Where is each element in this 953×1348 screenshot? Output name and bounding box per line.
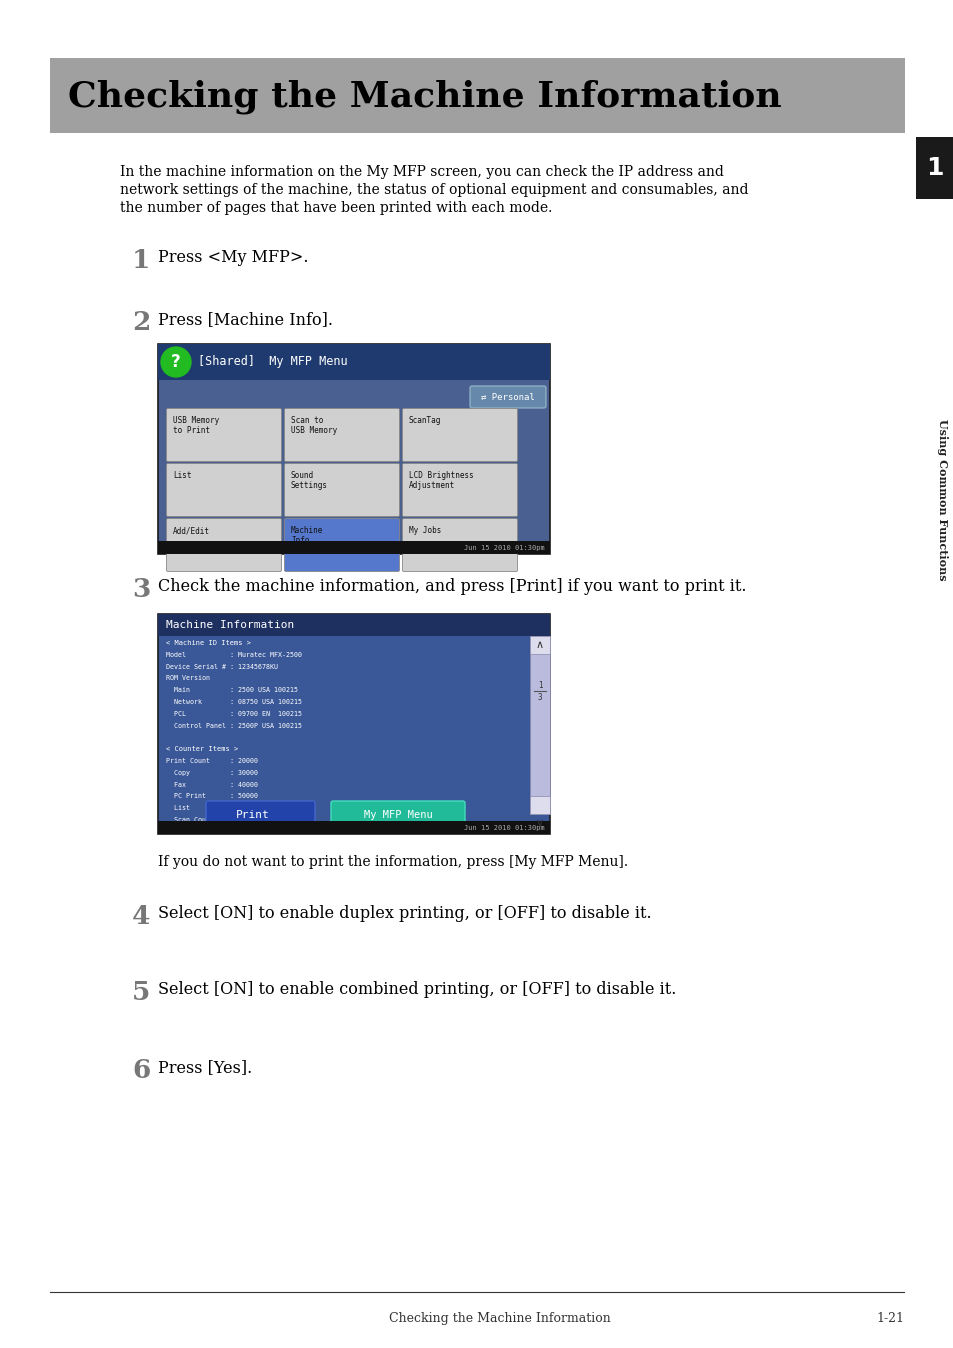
Text: Checking the Machine Information: Checking the Machine Information	[389, 1312, 610, 1325]
FancyBboxPatch shape	[402, 464, 517, 516]
Text: Print Count     : 20000: Print Count : 20000	[166, 758, 257, 764]
Text: 2: 2	[132, 310, 151, 336]
Bar	[158, 821, 550, 834]
Text: ⇄ Personal: ⇄ Personal	[480, 392, 535, 402]
Text: Main          : 2500 USA 100215: Main : 2500 USA 100215	[166, 687, 297, 693]
Text: List          : 60000: List : 60000	[166, 805, 257, 811]
Text: Using Common Functions: Using Common Functions	[937, 419, 947, 581]
Bar	[530, 636, 550, 654]
Text: 1: 1	[132, 248, 151, 274]
Bar	[158, 344, 550, 380]
Text: network settings of the machine, the status of optional equipment and consumable: network settings of the machine, the sta…	[120, 183, 748, 197]
Text: Device Serial # : 12345678KU: Device Serial # : 12345678KU	[166, 663, 277, 670]
FancyBboxPatch shape	[167, 519, 281, 572]
Text: PCL           : 09700 EN  100215: PCL : 09700 EN 100215	[166, 710, 302, 717]
Bar	[158, 613, 550, 636]
Bar	[50, 58, 904, 133]
Text: Machine
Info: Machine Info	[291, 526, 323, 546]
Text: 1: 1	[537, 682, 541, 690]
Text: Scan Count    : 10000: Scan Count : 10000	[166, 817, 257, 824]
Text: In the machine information on the My MFP screen, you can check the IP address an: In the machine information on the My MFP…	[120, 164, 723, 179]
Text: ∨: ∨	[536, 818, 543, 828]
Text: ScanTag: ScanTag	[409, 417, 441, 425]
Bar	[158, 541, 550, 554]
Text: If you do not want to print the information, press [My MFP Menu].: If you do not want to print the informat…	[158, 855, 627, 869]
FancyBboxPatch shape	[470, 386, 545, 408]
Text: Press [Yes].: Press [Yes].	[158, 1060, 252, 1076]
FancyBboxPatch shape	[206, 801, 314, 829]
Text: 1-21: 1-21	[875, 1312, 903, 1325]
Text: 1: 1	[925, 156, 943, 181]
Text: Press [Machine Info].: Press [Machine Info].	[158, 311, 333, 328]
FancyBboxPatch shape	[167, 408, 281, 461]
Text: 3: 3	[132, 577, 151, 603]
Text: Control Panel : 2500P USA 100215: Control Panel : 2500P USA 100215	[166, 723, 302, 729]
FancyBboxPatch shape	[402, 519, 517, 572]
Text: Select [ON] to enable duplex printing, or [OFF] to disable it.: Select [ON] to enable duplex printing, o…	[158, 905, 651, 922]
Text: My MFP Menu: My MFP Menu	[363, 810, 432, 820]
FancyBboxPatch shape	[284, 464, 399, 516]
FancyBboxPatch shape	[284, 408, 399, 461]
FancyBboxPatch shape	[167, 464, 281, 516]
Bar	[530, 636, 550, 814]
Text: Add/Edit: Add/Edit	[172, 526, 210, 535]
Text: USB Memory
to Print: USB Memory to Print	[172, 417, 219, 435]
FancyBboxPatch shape	[402, 408, 517, 461]
Text: 3: 3	[537, 693, 541, 702]
Text: 5: 5	[132, 980, 151, 1006]
Text: Check the machine information, and press [Print] if you want to print it.: Check the machine information, and press…	[158, 578, 745, 594]
FancyBboxPatch shape	[331, 801, 464, 829]
Text: Checking the Machine Information: Checking the Machine Information	[68, 80, 781, 113]
Bar	[158, 613, 550, 834]
Text: My Jobs: My Jobs	[409, 526, 441, 535]
Text: PC Print      : 50000: PC Print : 50000	[166, 794, 257, 799]
Text: Press <My MFP>.: Press <My MFP>.	[158, 249, 308, 266]
Text: List: List	[172, 470, 192, 480]
Text: 4: 4	[132, 905, 151, 929]
Text: Copy          : 30000: Copy : 30000	[166, 770, 257, 776]
Text: Scan to
USB Memory: Scan to USB Memory	[291, 417, 337, 435]
Text: ∧: ∧	[536, 640, 543, 650]
Text: ROM Version: ROM Version	[166, 675, 210, 681]
Circle shape	[161, 346, 191, 377]
Text: Print: Print	[235, 810, 270, 820]
Text: Select [ON] to enable combined printing, or [OFF] to disable it.: Select [ON] to enable combined printing,…	[158, 981, 676, 998]
Text: Jun 15 2010 01:30pm: Jun 15 2010 01:30pm	[464, 825, 544, 830]
Text: < Machine ID Items >: < Machine ID Items >	[166, 640, 251, 646]
Text: Fax           : 40000: Fax : 40000	[166, 782, 257, 787]
Text: Network       : 08750 USA 100215: Network : 08750 USA 100215	[166, 700, 302, 705]
Text: [Shared]  My MFP Menu: [Shared] My MFP Menu	[198, 356, 347, 368]
Text: Jun 15 2010 01:30pm: Jun 15 2010 01:30pm	[464, 545, 544, 551]
Text: LCD Brightness
Adjustment: LCD Brightness Adjustment	[409, 470, 474, 491]
Text: Model           : Muratec MFX-2500: Model : Muratec MFX-2500	[166, 652, 302, 658]
Bar	[915, 137, 953, 200]
Text: < Counter Items >: < Counter Items >	[166, 747, 238, 752]
Bar	[530, 797, 550, 814]
Text: Machine Information: Machine Information	[166, 620, 294, 630]
Bar	[158, 344, 550, 554]
FancyBboxPatch shape	[284, 519, 399, 572]
Text: ?: ?	[171, 353, 181, 371]
Text: the number of pages that have been printed with each mode.: the number of pages that have been print…	[120, 201, 552, 214]
Text: Sound
Settings: Sound Settings	[291, 470, 328, 491]
Text: 6: 6	[132, 1058, 150, 1082]
